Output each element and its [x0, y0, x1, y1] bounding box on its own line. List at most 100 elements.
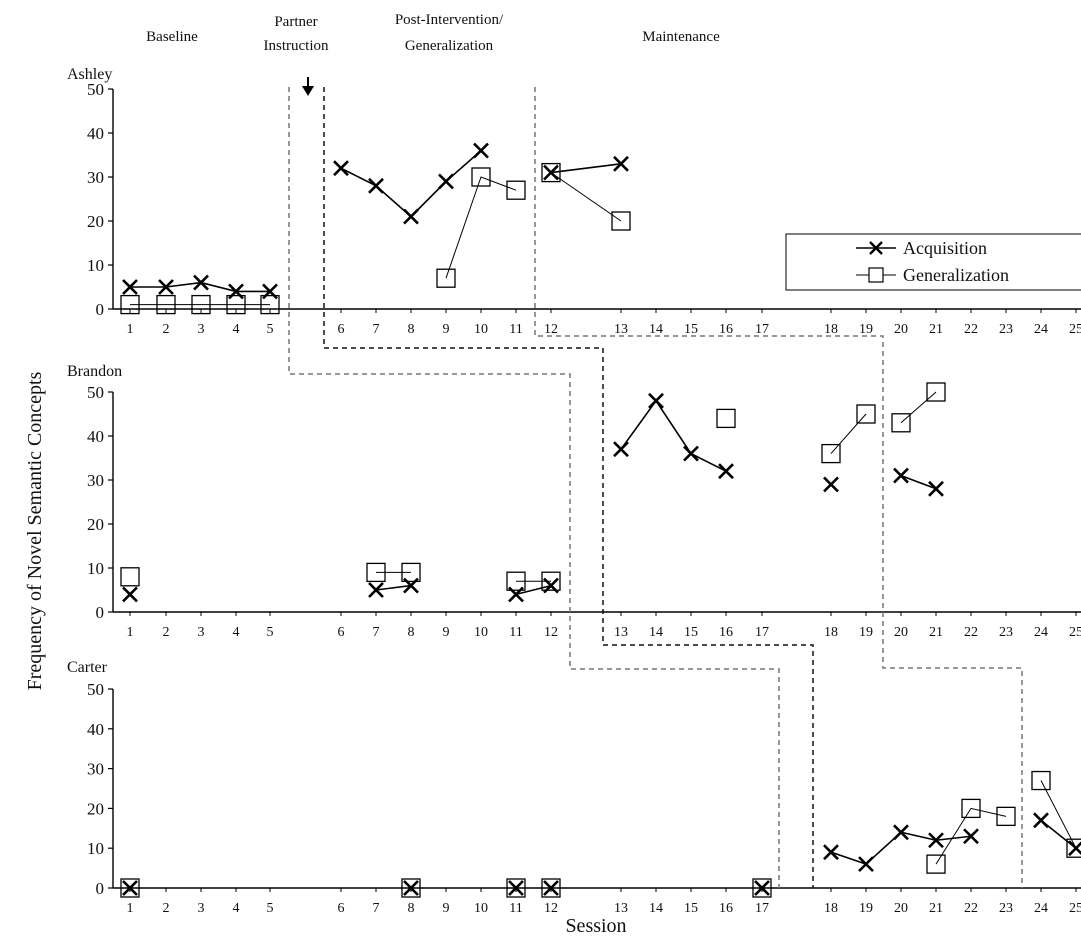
generalization-point	[856, 404, 876, 424]
x-tick-label: 4	[233, 625, 240, 640]
x-tick-label: 11	[509, 322, 522, 337]
y-tick-label: 10	[87, 256, 104, 275]
x-tick-label: 19	[859, 901, 873, 916]
phase-line-post-intervention	[323, 87, 814, 888]
phase-label-maintenance: Maintenance	[642, 29, 720, 45]
x-tick-label: 11	[509, 625, 522, 640]
acquisition-point	[508, 880, 524, 896]
x-tick-label: 9	[443, 901, 450, 916]
generalization-line	[830, 413, 867, 454]
x-tick-label: 18	[824, 322, 838, 337]
y-tick-label: 10	[87, 559, 104, 578]
acquisition-point	[403, 208, 419, 225]
y-tick-label: 50	[87, 680, 104, 699]
generalization-point	[541, 878, 561, 898]
x-tick-label: 25	[1069, 625, 1081, 640]
generalization-point	[926, 382, 946, 402]
generalization-point	[541, 571, 561, 591]
x-tick-label: 6	[338, 625, 345, 640]
acquisition-point	[473, 142, 489, 159]
x-tick-label: 16	[719, 322, 733, 337]
acquisition-series	[122, 812, 1081, 896]
acquisition-point	[683, 445, 699, 462]
phase-line-maintenance	[534, 87, 1023, 888]
acquisition-point	[754, 880, 770, 896]
y-tick-label: 0	[96, 879, 105, 898]
x-tick-label: 12	[544, 625, 558, 640]
acquisition-line	[830, 831, 972, 866]
x-tick-label: 4	[233, 322, 240, 337]
panel-label: Brandon	[67, 363, 122, 380]
generalization-series	[120, 770, 1081, 898]
acquisition-point	[122, 279, 138, 295]
acquisition-series	[122, 392, 944, 603]
acquisition-point	[333, 160, 349, 177]
y-tick-label: 30	[87, 168, 104, 187]
acquisition-point	[928, 480, 944, 497]
x-tick-label: 6	[338, 901, 345, 916]
x-tick-label: 12	[544, 901, 558, 916]
acquisition-line	[515, 584, 552, 596]
generalization-line	[935, 807, 1007, 865]
acquisition-line	[900, 474, 937, 490]
generalization-series	[120, 382, 946, 591]
generalization-point	[611, 211, 631, 231]
x-tick-label: 1	[127, 625, 134, 640]
x-tick-label: 18	[824, 625, 838, 640]
acquisition-point	[543, 577, 559, 594]
acquisition-point	[543, 880, 559, 896]
legend-box	[785, 233, 1081, 291]
generalization-point	[191, 294, 211, 315]
x-tick-label: 23	[999, 322, 1013, 337]
generalization-point	[260, 294, 280, 315]
x-tick-label: 17	[755, 901, 769, 916]
x-tick-label: 7	[373, 322, 380, 337]
acquisition-point	[122, 880, 138, 896]
acquisition-point	[193, 274, 209, 291]
x-tick-label: 7	[373, 625, 380, 640]
generalization-point	[366, 562, 386, 583]
generalization-point	[471, 167, 491, 187]
x-tick-label: 3	[198, 901, 205, 916]
x-tick-label: 9	[443, 625, 450, 640]
x-tick-label: 22	[964, 322, 978, 337]
generalization-point	[156, 294, 176, 315]
generalization-point	[506, 180, 526, 200]
x-tick-label: 12	[544, 322, 558, 337]
generalization-point	[926, 854, 946, 874]
legend-generalization-label: Generalization	[903, 265, 1009, 285]
y-tick-label: 20	[87, 212, 104, 231]
generalization-line	[900, 391, 937, 424]
acquisition-point	[158, 279, 174, 295]
acquisition-point	[718, 463, 734, 480]
x-tick-label: 24	[1034, 901, 1048, 916]
x-tick-label: 13	[614, 322, 628, 337]
x-tick-label: 19	[859, 625, 873, 640]
acquisition-point	[858, 856, 874, 873]
generalization-series	[120, 162, 631, 315]
y-tick-label: 0	[96, 300, 105, 319]
legend-acquisition-label: Acquisition	[903, 238, 987, 258]
acquisition-point	[893, 824, 909, 841]
x-tick-label: 8	[408, 901, 415, 916]
x-tick-label: 1	[127, 322, 134, 337]
x-tick-label: 16	[719, 901, 733, 916]
phase-change-arrowhead	[302, 86, 314, 96]
generalization-point	[1031, 770, 1051, 791]
y-tick-label: 30	[87, 760, 104, 779]
y-tick-label: 10	[87, 839, 104, 858]
panel-label: Ashley	[67, 66, 112, 83]
x-tick-label: 20	[894, 901, 908, 916]
phase-label-partner-line2: Instruction	[264, 38, 329, 54]
acquisition-point	[823, 476, 839, 493]
x-tick-label: 22	[964, 625, 978, 640]
x-tick-label: 24	[1034, 625, 1048, 640]
x-tick-label: 13	[614, 901, 628, 916]
acquisition-line	[550, 163, 622, 174]
x-tick-label: 3	[198, 322, 205, 337]
x-tick-label: 25	[1069, 322, 1081, 337]
x-tick-label: 15	[684, 901, 698, 916]
acquisition-point	[543, 164, 559, 181]
generalization-line	[1040, 780, 1077, 849]
